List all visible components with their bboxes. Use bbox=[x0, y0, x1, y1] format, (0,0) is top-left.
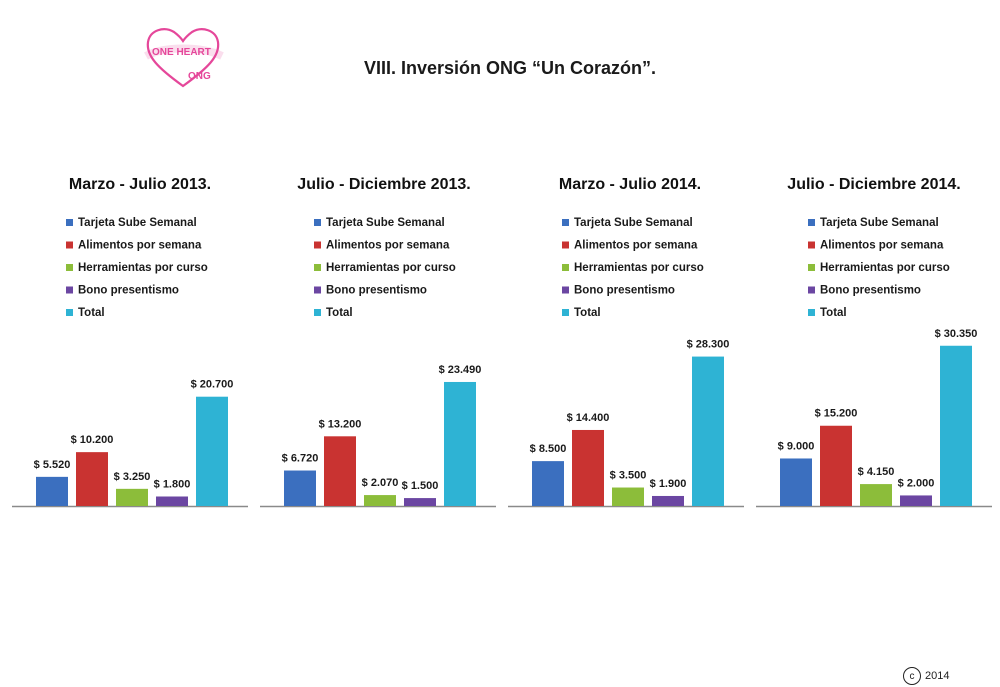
chart-2-value-label-4: $ 1.500 bbox=[402, 480, 439, 492]
chart-3-legend-label-1: Tarjeta Sube Semanal bbox=[574, 217, 693, 229]
chart-4-legend-label-2: Alimentos por semana bbox=[820, 240, 944, 252]
chart-1-value-label-2: $ 10.200 bbox=[71, 434, 114, 446]
chart-1-legend-swatch-5 bbox=[66, 309, 73, 316]
chart-4-legend-swatch-1 bbox=[808, 219, 815, 226]
chart-4-value-label-4: $ 2.000 bbox=[898, 477, 935, 489]
chart-4-bar-3 bbox=[860, 484, 892, 506]
chart-1-value-label-4: $ 1.800 bbox=[154, 478, 191, 490]
chart-4-legend-label-3: Herramientas por curso bbox=[820, 262, 950, 274]
chart-4-legend-swatch-5 bbox=[808, 309, 815, 316]
chart-3-legend-label-5: Total bbox=[574, 307, 601, 319]
chart-2-legend-label-2: Alimentos por semana bbox=[326, 240, 450, 252]
chart-1-legend-swatch-3 bbox=[66, 264, 73, 271]
chart-1-bar-1 bbox=[36, 476, 68, 506]
chart-4-legend-label-5: Total bbox=[820, 307, 847, 319]
copyright-icon: c bbox=[903, 667, 921, 685]
copyright: c 2014 bbox=[903, 667, 949, 685]
chart-1-legend-swatch-1 bbox=[66, 219, 73, 226]
chart-1-bar-3 bbox=[116, 488, 148, 506]
chart-3-legend-swatch-5 bbox=[562, 309, 569, 316]
chart-3-value-label-3: $ 3.500 bbox=[610, 470, 647, 482]
chart-3-bar-3 bbox=[612, 487, 644, 506]
chart-3-legend-swatch-4 bbox=[562, 286, 569, 294]
logo-ribbon bbox=[144, 44, 224, 60]
chart-3-value-label-2: $ 14.400 bbox=[567, 412, 610, 424]
chart-1-legend-label-2: Alimentos por semana bbox=[78, 240, 202, 252]
chart-2-legend-swatch-4 bbox=[314, 286, 321, 294]
chart-2-legend-label-1: Tarjeta Sube Semanal bbox=[326, 217, 445, 229]
chart-4-value-label-1: $ 9.000 bbox=[778, 440, 815, 452]
chart-4-value-label-2: $ 15.200 bbox=[815, 408, 858, 420]
chart-2-value-label-2: $ 13.200 bbox=[319, 418, 362, 430]
chart-2-bar-3 bbox=[364, 495, 396, 506]
chart-1-value-label-1: $ 5.520 bbox=[34, 459, 71, 471]
chart-1-bar-2 bbox=[76, 452, 108, 506]
chart-1-legend-swatch-2 bbox=[66, 241, 73, 249]
chart-1-title: Marzo - Julio 2013. bbox=[69, 176, 211, 193]
chart-2-bar-2 bbox=[324, 436, 356, 506]
chart-4-bar-2 bbox=[820, 425, 852, 506]
heart-logo-shape bbox=[146, 28, 220, 88]
chart-1-bar-4 bbox=[156, 496, 188, 506]
chart-3-legend-swatch-2 bbox=[562, 241, 569, 249]
chart-4-legend-swatch-2 bbox=[808, 241, 815, 249]
chart-1-legend-label-3: Herramientas por curso bbox=[78, 262, 208, 274]
chart-2-value-label-5: $ 23.490 bbox=[439, 364, 482, 376]
chart-1-legend-label-5: Total bbox=[78, 307, 105, 319]
chart-1-value-label-3: $ 3.250 bbox=[114, 471, 151, 483]
chart-3-legend-label-3: Herramientas por curso bbox=[574, 262, 704, 274]
logo-bottom-text: ONG bbox=[188, 71, 211, 82]
chart-3-bar-5 bbox=[692, 356, 724, 506]
chart-3-bar-2 bbox=[572, 429, 604, 506]
chart-4-legend-label-1: Tarjeta Sube Semanal bbox=[820, 217, 939, 229]
chart-2-legend-swatch-2 bbox=[314, 241, 321, 249]
chart-4-legend-swatch-4 bbox=[808, 286, 815, 294]
chart-2-legend-swatch-3 bbox=[314, 264, 321, 271]
chart-3-title: Marzo - Julio 2014. bbox=[559, 176, 701, 193]
chart-3-legend-swatch-1 bbox=[562, 219, 569, 226]
chart-2-bar-5 bbox=[444, 381, 476, 506]
chart-4-bar-4 bbox=[900, 495, 932, 506]
chart-3-value-label-5: $ 28.300 bbox=[687, 339, 730, 351]
chart-4-value-label-5: $ 30.350 bbox=[935, 328, 978, 340]
chart-4-value-label-3: $ 4.150 bbox=[858, 466, 895, 478]
chart-1-legend-label-1: Tarjeta Sube Semanal bbox=[78, 217, 197, 229]
chart-1-legend-swatch-4 bbox=[66, 286, 73, 294]
chart-1-value-label-5: $ 20.700 bbox=[191, 379, 234, 391]
chart-2-title: Julio - Diciembre 2013. bbox=[297, 176, 470, 193]
chart-2-legend-swatch-1 bbox=[314, 219, 321, 226]
chart-2-value-label-1: $ 6.720 bbox=[282, 453, 319, 465]
chart-4-title: Julio - Diciembre 2014. bbox=[787, 176, 960, 193]
chart-1-bar-5 bbox=[196, 396, 228, 506]
chart-2-bar-4 bbox=[404, 498, 436, 506]
chart-3-bar-1 bbox=[532, 461, 564, 506]
chart-3-bar-4 bbox=[652, 495, 684, 506]
chart-4-legend-swatch-3 bbox=[808, 264, 815, 271]
chart-4-legend-label-4: Bono presentismo bbox=[820, 285, 921, 297]
chart-3-value-label-1: $ 8.500 bbox=[530, 443, 567, 455]
chart-2-value-label-3: $ 2.070 bbox=[362, 477, 399, 489]
chart-2-legend-label-3: Herramientas por curso bbox=[326, 262, 456, 274]
chart-4-bar-5 bbox=[940, 345, 972, 506]
chart-4-bar-1 bbox=[780, 458, 812, 506]
chart-2-legend-label-5: Total bbox=[326, 307, 353, 319]
chart-3-legend-swatch-3 bbox=[562, 264, 569, 271]
one-heart-logo: ONE HEART ONG bbox=[144, 28, 224, 88]
chart-2-legend-label-4: Bono presentismo bbox=[326, 285, 427, 297]
chart-2-bar-1 bbox=[284, 470, 316, 506]
chart-3-legend-label-4: Bono presentismo bbox=[574, 285, 675, 297]
chart-3-value-label-4: $ 1.900 bbox=[650, 478, 687, 490]
chart-3-legend-label-2: Alimentos por semana bbox=[574, 240, 698, 252]
logo-top-text: ONE HEART bbox=[152, 47, 211, 58]
copyright-year: 2014 bbox=[925, 670, 950, 682]
chart-2-legend-swatch-5 bbox=[314, 309, 321, 316]
page-title: VIII. Inversión ONG “Un Corazón”. bbox=[363, 58, 657, 78]
chart-1-legend-label-4: Bono presentismo bbox=[78, 285, 179, 297]
